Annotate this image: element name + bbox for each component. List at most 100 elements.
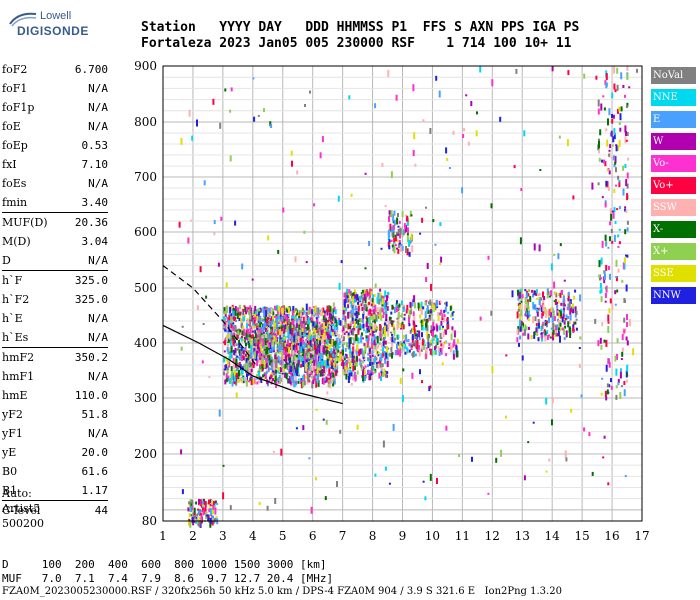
echo-point bbox=[304, 328, 307, 333]
echo-point bbox=[611, 156, 614, 160]
echo-point bbox=[201, 500, 204, 508]
echo-point bbox=[621, 385, 623, 388]
echo-point bbox=[328, 344, 331, 351]
echo-point bbox=[223, 311, 226, 315]
echo-point bbox=[235, 320, 238, 322]
echo-point bbox=[529, 377, 532, 382]
echo-point bbox=[410, 233, 413, 241]
echo-point bbox=[382, 356, 385, 359]
echo-point bbox=[330, 362, 333, 369]
echo-point bbox=[532, 293, 535, 298]
echo-point bbox=[312, 375, 315, 382]
echo-point bbox=[335, 347, 338, 351]
echo-point bbox=[530, 335, 533, 340]
echo-point bbox=[297, 336, 300, 344]
echo-point bbox=[381, 363, 384, 368]
echo-point bbox=[248, 309, 251, 316]
param-label: yE bbox=[2, 446, 17, 459]
echo-point bbox=[313, 203, 316, 207]
echo-point bbox=[282, 355, 285, 359]
echo-point bbox=[388, 239, 391, 243]
echo-point bbox=[287, 324, 290, 326]
echo-point bbox=[572, 195, 575, 200]
echo-point bbox=[311, 323, 314, 331]
echo-point bbox=[363, 350, 366, 357]
echo-point bbox=[319, 152, 322, 159]
echo-point bbox=[559, 311, 562, 317]
footer-scales: D 100 200 400 600 800 1000 1500 3000 [km… bbox=[2, 558, 333, 586]
echo-point bbox=[449, 305, 452, 311]
echo-point bbox=[533, 290, 536, 296]
echo-point bbox=[294, 367, 297, 371]
echo-point bbox=[237, 379, 240, 383]
echo-point bbox=[276, 347, 279, 351]
echo-point bbox=[626, 220, 629, 225]
echo-point bbox=[521, 321, 523, 324]
echo-point bbox=[358, 349, 360, 354]
echo-point bbox=[365, 289, 368, 292]
echo-point bbox=[246, 368, 249, 374]
echo-point bbox=[307, 374, 310, 382]
echo-point bbox=[398, 243, 401, 249]
echo-point bbox=[193, 513, 196, 516]
echo-point bbox=[406, 248, 409, 256]
echo-point bbox=[428, 386, 431, 392]
echo-point bbox=[250, 362, 253, 369]
echo-point bbox=[226, 367, 229, 370]
echo-point bbox=[609, 273, 611, 280]
echo-point bbox=[311, 343, 314, 351]
echo-point bbox=[607, 326, 610, 333]
echo-point bbox=[189, 514, 192, 517]
echo-point bbox=[238, 370, 240, 376]
echo-point bbox=[623, 262, 626, 270]
echo-point bbox=[257, 322, 260, 326]
echo-point bbox=[518, 291, 521, 298]
echo-point bbox=[344, 322, 347, 329]
param-separator bbox=[2, 212, 108, 213]
echo-point bbox=[401, 395, 404, 403]
echo-point bbox=[360, 303, 363, 307]
echo-point bbox=[614, 220, 617, 224]
echo-point bbox=[520, 188, 523, 191]
echo-point bbox=[373, 294, 376, 297]
echo-point bbox=[356, 316, 359, 319]
echo-point bbox=[397, 228, 400, 236]
echo-point bbox=[310, 506, 313, 514]
echo-point bbox=[408, 314, 411, 318]
echo-point bbox=[296, 318, 298, 322]
echo-point bbox=[396, 232, 398, 237]
echo-point bbox=[358, 352, 361, 356]
echo-point bbox=[379, 363, 382, 368]
y-tick-label: 500 bbox=[134, 281, 157, 295]
echo-point bbox=[253, 308, 256, 316]
echo-point bbox=[431, 313, 434, 316]
echo-point bbox=[242, 308, 245, 315]
echo-point bbox=[208, 508, 211, 513]
echo-point bbox=[178, 221, 181, 228]
echo-point bbox=[252, 379, 255, 385]
echo-point bbox=[386, 346, 389, 353]
echo-point bbox=[625, 179, 628, 187]
echo-point bbox=[387, 320, 390, 328]
echo-point bbox=[302, 341, 305, 346]
echo-point bbox=[315, 477, 317, 481]
echo-point bbox=[525, 307, 528, 311]
echo-point bbox=[328, 316, 331, 319]
echo-point bbox=[270, 335, 273, 338]
echo-point bbox=[406, 215, 409, 222]
echo-point bbox=[491, 366, 494, 373]
echo-point bbox=[319, 364, 322, 369]
echo-point bbox=[411, 345, 413, 348]
echo-point bbox=[297, 380, 300, 384]
echo-point bbox=[364, 370, 366, 375]
echo-point bbox=[188, 513, 191, 518]
echo-point bbox=[204, 500, 207, 508]
echo-point bbox=[360, 364, 363, 368]
echo-point bbox=[312, 336, 315, 339]
echo-point bbox=[193, 520, 196, 523]
echo-point bbox=[327, 381, 330, 388]
echo-point bbox=[560, 302, 563, 306]
echo-point bbox=[324, 377, 327, 381]
echo-point bbox=[353, 318, 356, 324]
echo-point bbox=[350, 193, 353, 197]
